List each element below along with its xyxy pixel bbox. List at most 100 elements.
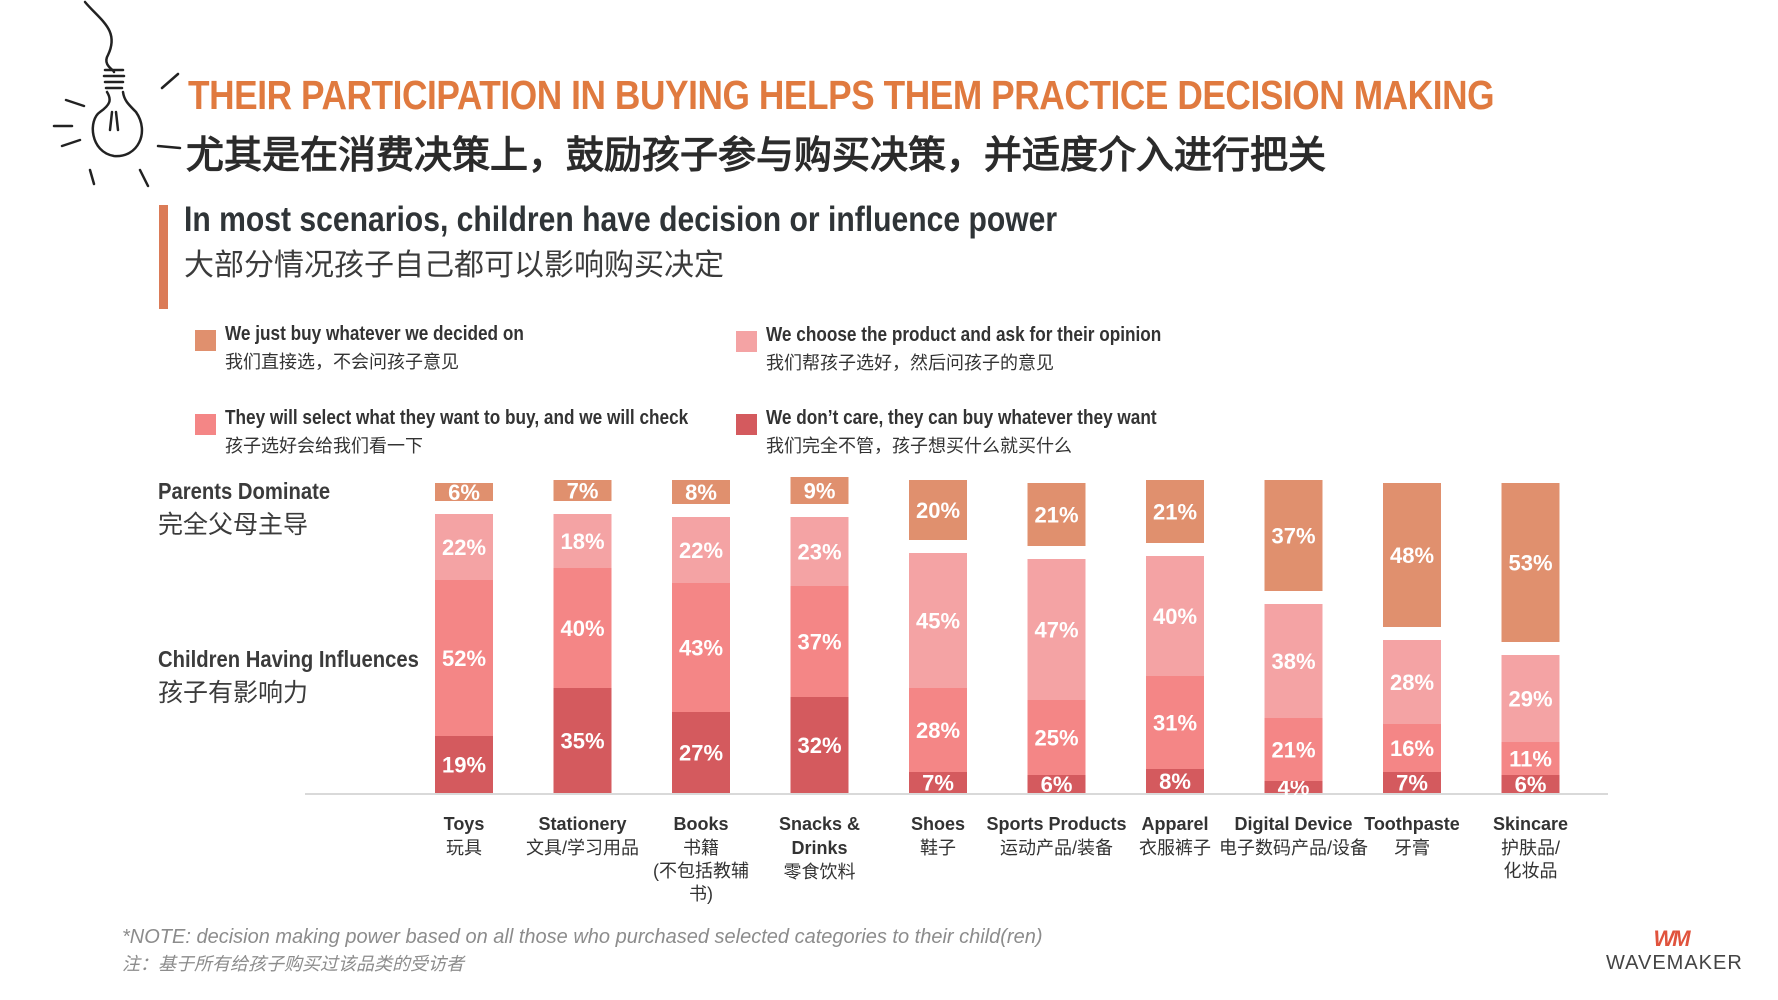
legend-label-zh: 我们帮孩子选好，然后问孩子的意见 [766, 353, 1054, 373]
accent-bar [159, 205, 168, 309]
bar-segment [1383, 640, 1441, 724]
bar-segment [553, 480, 612, 501]
side-label-children: Children Having Influences 孩子有影响力 [158, 646, 455, 709]
category-label: Drinks [791, 838, 847, 858]
logo-mark: WM [1653, 926, 1690, 951]
category-label-zh: 书) [689, 884, 713, 904]
bar-segment [790, 517, 849, 586]
category-label-zh: 牙膏 [1394, 837, 1430, 858]
lightbulb-icon [52, 0, 182, 188]
bar-segment [1264, 718, 1323, 781]
data-label: 27% [679, 741, 723, 766]
category-label: Skincare [1493, 814, 1568, 834]
page-title-zh: 尤其是在消费决策上，鼓励孩子参与购买决策，并适度介入进行把关 [186, 135, 1327, 177]
bar-segment [553, 568, 612, 688]
data-label: 21% [1271, 738, 1315, 763]
data-label: 38% [1271, 649, 1315, 674]
data-label: 6% [1041, 772, 1073, 797]
bar-segment [1027, 700, 1086, 775]
bar-segment [1146, 676, 1204, 769]
data-label: 18% [560, 529, 604, 554]
bar-segment [1501, 483, 1560, 642]
bar-segment [1501, 742, 1560, 775]
data-label: 16% [1390, 736, 1434, 761]
category-label: Snacks & [779, 814, 860, 834]
bar-segment [1383, 483, 1441, 627]
data-label: 9% [804, 479, 836, 504]
legend-label: We just buy whatever we decided on [225, 323, 524, 345]
category-label-zh: (不包括教辅 [653, 861, 749, 881]
bar-segment [1264, 781, 1323, 793]
category-label: Toys [444, 814, 485, 834]
bar-segment [790, 477, 849, 504]
category-label: Apparel [1141, 814, 1208, 834]
bar-segment [672, 480, 730, 504]
logo-text: WAVEMAKER [1606, 952, 1743, 974]
data-label: 22% [679, 538, 723, 563]
category-label-zh: 衣服裤子 [1139, 838, 1211, 858]
data-label: 11% [1509, 747, 1552, 772]
side-label-parents: Parents Dominate 完全父母主导 [158, 478, 354, 541]
category-label-zh: 零食饮料 [784, 862, 856, 882]
section-heading-zh: 大部分情况孩子自己都可以影响购买决定 [184, 249, 724, 282]
category-label-zh: 护肤品/ [1501, 838, 1560, 858]
data-label: 40% [1153, 604, 1197, 629]
category-label-zh: 运动产品/装备 [1000, 838, 1113, 858]
category-label: Sports Products [986, 814, 1126, 834]
page-title: THEIR PARTICIPATION IN BUYING HELPS THEM… [188, 72, 1495, 118]
bar-segment [909, 772, 967, 793]
side-label-children-zh: 孩子有影响力 [158, 679, 309, 707]
bar-segment [435, 580, 493, 736]
category-label: Toothpaste [1364, 814, 1460, 834]
data-label: 28% [1390, 670, 1434, 695]
category-label: Shoes [911, 814, 965, 834]
footnote: *NOTE: decision making power based on al… [122, 926, 1043, 948]
data-label: 28% [916, 718, 960, 743]
category-label: Digital Device [1234, 814, 1352, 834]
data-label: 19% [442, 753, 486, 778]
data-label: 25% [1034, 726, 1078, 751]
bar-segment [1027, 775, 1086, 793]
bar-segment [790, 586, 849, 697]
data-label: 43% [679, 636, 723, 661]
bar-segment [553, 688, 612, 793]
category-label: Books [673, 814, 728, 834]
data-label: 7% [922, 771, 954, 796]
stacked-bar-chart: 19% 52% 22% 6% Toys 玩具 35% 40% 18% 7% Stationery 文具… [305, 477, 1608, 904]
bar-segment [435, 514, 493, 580]
data-label: 47% [1034, 618, 1078, 643]
data-label: 29% [1508, 687, 1552, 712]
data-label: 32% [797, 733, 841, 758]
bar-segment [435, 736, 493, 793]
bar-segment [909, 480, 967, 540]
bar-segment [1146, 769, 1204, 793]
category-label-zh: 书籍 [683, 838, 719, 858]
legend-swatch [195, 414, 216, 435]
bar-segment [553, 514, 612, 568]
bar-segment [1146, 480, 1204, 543]
bar-segment [1027, 483, 1086, 546]
legend-label: They will select what they want to buy, … [225, 407, 689, 429]
data-label: 52% [442, 646, 486, 671]
category-label-zh: 鞋子 [920, 838, 956, 858]
bar-segment [672, 583, 730, 712]
data-label: 37% [797, 630, 841, 655]
bar-segment [790, 697, 849, 793]
legend-label-zh: 我们直接选，不会问孩子意见 [225, 352, 459, 372]
data-label: 22% [442, 535, 486, 560]
wavemaker-logo: WM WAVEMAKER [1606, 926, 1743, 978]
data-label: 20% [916, 498, 960, 523]
data-label: 31% [1153, 711, 1197, 736]
data-label: 37% [1271, 524, 1315, 549]
bar-segment [1383, 772, 1441, 793]
legend-swatch [195, 330, 216, 351]
data-label: 21% [1034, 503, 1078, 528]
side-label-children-en: Children Having Influences [158, 646, 419, 672]
category-label: Stationery [538, 814, 626, 834]
side-label-parents-en: Parents Dominate [158, 478, 331, 504]
legend-label-zh: 孩子选好会给我们看一下 [225, 436, 423, 456]
legend-label: We choose the product and ask for their … [766, 324, 1162, 346]
data-label: 6% [1515, 772, 1547, 797]
section-heading: In most scenarios, children have decisio… [184, 200, 1058, 239]
legend-swatch [736, 331, 757, 352]
